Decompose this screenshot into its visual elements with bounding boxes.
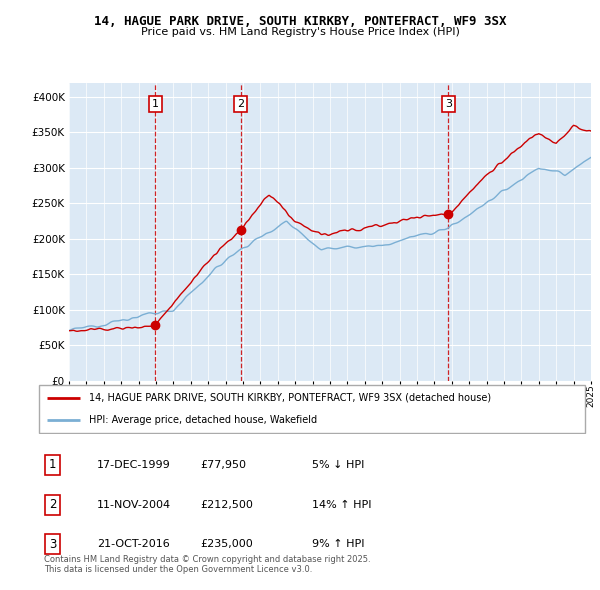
Text: 11-NOV-2004: 11-NOV-2004 [97, 500, 171, 510]
Text: 5% ↓ HPI: 5% ↓ HPI [312, 460, 364, 470]
Text: 2: 2 [237, 99, 244, 109]
Text: 14% ↑ HPI: 14% ↑ HPI [312, 500, 371, 510]
Text: 21-OCT-2016: 21-OCT-2016 [97, 539, 170, 549]
Text: 1: 1 [152, 99, 159, 109]
Text: 14, HAGUE PARK DRIVE, SOUTH KIRKBY, PONTEFRACT, WF9 3SX (detached house): 14, HAGUE PARK DRIVE, SOUTH KIRKBY, PONT… [89, 392, 491, 402]
Text: 9% ↑ HPI: 9% ↑ HPI [312, 539, 365, 549]
Text: £212,500: £212,500 [200, 500, 253, 510]
Text: Contains HM Land Registry data © Crown copyright and database right 2025.
This d: Contains HM Land Registry data © Crown c… [44, 555, 371, 574]
Text: 2: 2 [49, 498, 56, 511]
Text: 3: 3 [49, 537, 56, 550]
Text: £77,950: £77,950 [200, 460, 247, 470]
Text: 14, HAGUE PARK DRIVE, SOUTH KIRKBY, PONTEFRACT, WF9 3SX: 14, HAGUE PARK DRIVE, SOUTH KIRKBY, PONT… [94, 15, 506, 28]
Text: 17-DEC-1999: 17-DEC-1999 [97, 460, 171, 470]
Text: HPI: Average price, detached house, Wakefield: HPI: Average price, detached house, Wake… [89, 415, 317, 425]
Text: 1: 1 [49, 458, 56, 471]
FancyBboxPatch shape [38, 385, 586, 432]
Text: 3: 3 [445, 99, 452, 109]
Text: £235,000: £235,000 [200, 539, 253, 549]
Text: Price paid vs. HM Land Registry's House Price Index (HPI): Price paid vs. HM Land Registry's House … [140, 27, 460, 37]
